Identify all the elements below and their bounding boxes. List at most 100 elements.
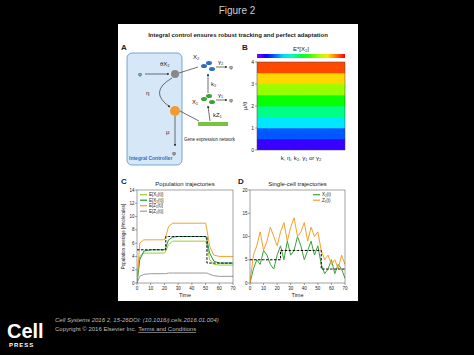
tick [205, 283, 206, 285]
diagram-label: X₁ [192, 99, 198, 105]
terms-link[interactable]: Terms and Conditions [138, 326, 196, 332]
tick [248, 190, 250, 191]
series-line [137, 273, 233, 283]
heatmap-cell [279, 128, 301, 139]
logo: PRESS [9, 342, 34, 348]
heatmap-cell [257, 128, 279, 139]
plot-frame [250, 190, 345, 283]
axis-label: Time [179, 292, 191, 298]
tick-label: 40 [302, 286, 308, 291]
tick [150, 283, 151, 285]
series-line [250, 250, 345, 269]
plot-frame [137, 190, 233, 283]
tick [135, 269, 137, 270]
heatmap-cell [323, 62, 345, 73]
series-line [137, 241, 233, 283]
arrow [175, 116, 176, 146]
tick [317, 283, 318, 285]
tick-label: 2 [132, 267, 135, 272]
heatmap-cell [323, 106, 345, 117]
legend-label: X₂(t) [322, 192, 331, 197]
tick-label: 10 [129, 214, 135, 219]
legend-label: Z₁(t) [322, 198, 331, 203]
tick [164, 283, 165, 285]
tick [255, 150, 257, 151]
tick [255, 128, 257, 129]
diagram-label: φ [229, 97, 233, 103]
tick-label: 8 [132, 227, 135, 232]
arrow [208, 106, 210, 121]
tick-label: 4 [251, 59, 254, 65]
diagram-label: Integral Controller [129, 155, 172, 161]
tick [345, 283, 346, 285]
tick [255, 84, 257, 85]
heatmap-cell [279, 62, 301, 73]
heatmap-cell [279, 95, 301, 106]
diagram-label: X₂ [193, 54, 200, 60]
heatmap-cell [257, 73, 279, 84]
tick-label: 30 [288, 286, 294, 291]
diagram-label: φ [138, 71, 142, 77]
legend-label: E[X₂(t)] [149, 198, 164, 203]
series-line [250, 218, 345, 283]
heatmap-cell [279, 84, 301, 95]
tick-label: 10 [261, 286, 267, 291]
legend-swatch [140, 211, 147, 212]
heatmap-cell [301, 106, 323, 117]
arrow [216, 67, 227, 68]
plot-frame [257, 62, 345, 150]
tick [178, 283, 179, 285]
legend-label: E[Z₁(t)] [149, 203, 163, 208]
axis-label: k, η, k₂, γ₁ or γ₂ [281, 155, 322, 161]
tick [331, 283, 332, 285]
tick-label: 0 [251, 147, 254, 153]
colorbar-label: E*[X₂] [293, 46, 309, 52]
diagram-label: φ [172, 150, 176, 156]
legend-swatch [140, 194, 147, 195]
tick-label: 12 [129, 201, 135, 206]
tick [137, 283, 138, 285]
tick-label: 2 [251, 103, 254, 109]
heatmap-cell [301, 62, 323, 73]
tick [304, 283, 305, 285]
axis-label: Time [291, 292, 303, 298]
tick-label: 50 [315, 286, 321, 291]
legend: X₂(t)Z₁(t) [313, 192, 331, 203]
tick-label: 0 [132, 281, 135, 286]
tick [255, 62, 257, 63]
diagram-label: φ [229, 64, 233, 70]
molecule-icon [209, 67, 215, 71]
tick-label: 20 [162, 286, 168, 291]
tick-label: 50 [203, 286, 209, 291]
figure-panel [118, 24, 358, 301]
arrow [145, 74, 169, 75]
tick [219, 283, 220, 285]
tick-label: 60 [329, 286, 335, 291]
tick [255, 106, 257, 107]
heatmap-cell [257, 62, 279, 73]
tick [248, 236, 250, 237]
tick [135, 190, 137, 191]
legend: E[X₁(t)]E[X₂(t)]E[Z₁(t)]E[Z₂(t)] [140, 192, 164, 214]
slide-title: Figure 2 [219, 5, 256, 16]
heatmap-cell [301, 73, 323, 84]
panel-letter: C [121, 177, 127, 186]
series-line [250, 237, 345, 284]
legend-swatch [140, 200, 147, 201]
tick [250, 283, 251, 285]
tick [290, 283, 291, 285]
diagram-label: μ [166, 129, 170, 135]
diagram-label: η [146, 90, 149, 96]
tick-label: 0 [136, 286, 139, 291]
arrow [216, 100, 227, 101]
tick-label: 15 [242, 211, 248, 216]
tick [135, 229, 137, 230]
tick-label: 10 [242, 234, 248, 239]
heatmap-cell [301, 117, 323, 128]
tick-label: 3 [251, 81, 254, 87]
axis-label: μ/θ [242, 101, 248, 110]
tick [135, 243, 137, 244]
heatmap-cell [323, 73, 345, 84]
panel-letter: B [242, 43, 248, 52]
actuator-node [170, 106, 180, 116]
